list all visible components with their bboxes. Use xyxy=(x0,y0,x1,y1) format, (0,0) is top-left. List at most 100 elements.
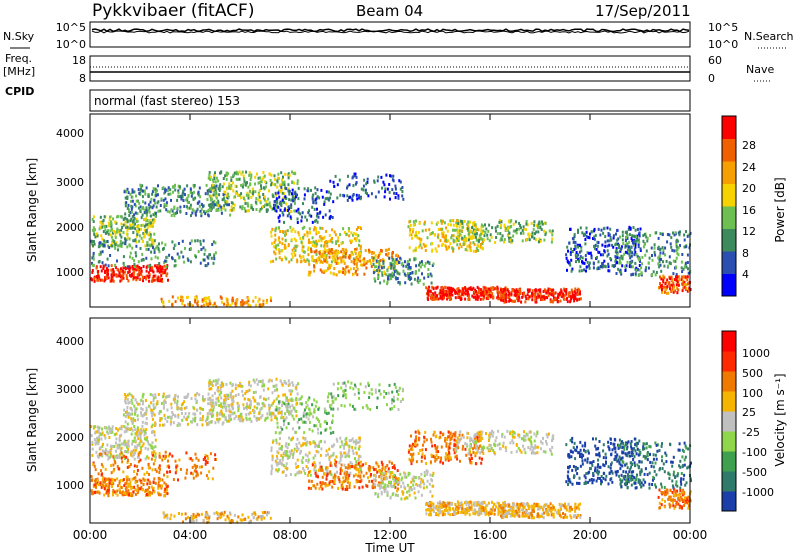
range-gate-cell xyxy=(603,260,605,263)
nsky-label: N.Sky xyxy=(3,30,35,43)
range-gate-cell xyxy=(622,234,624,237)
range-gate-cell xyxy=(274,241,276,244)
range-gate-cell xyxy=(174,401,176,404)
range-gate-cell xyxy=(371,192,373,195)
range-gate-cell xyxy=(489,239,491,242)
range-gate-cell xyxy=(469,221,471,224)
range-gate-cell xyxy=(128,204,130,207)
range-gate-cell xyxy=(284,195,286,198)
range-gate-cell xyxy=(121,460,123,463)
range-gate-cell xyxy=(237,515,239,518)
range-gate-cell xyxy=(103,230,105,233)
range-gate-cell xyxy=(128,214,130,217)
range-gate-cell xyxy=(196,472,198,475)
range-gate-cell xyxy=(463,242,465,245)
range-gate-cell xyxy=(461,297,463,300)
range-gate-cell xyxy=(638,238,640,241)
range-gate-cell xyxy=(210,195,212,198)
range-gate-cell xyxy=(120,267,122,270)
range-gate-cell xyxy=(94,235,96,238)
range-gate-cell xyxy=(483,239,485,242)
range-gate-cell xyxy=(440,219,442,222)
range-gate-cell xyxy=(176,404,178,407)
range-gate-cell xyxy=(457,222,459,225)
range-gate-cell xyxy=(212,467,214,470)
range-gate-cell xyxy=(157,270,159,273)
range-gate-cell xyxy=(130,219,132,222)
range-gate-cell xyxy=(287,209,289,212)
range-gate-cell xyxy=(664,288,666,291)
range-gate-cell xyxy=(136,200,138,203)
range-gate-cell xyxy=(290,203,292,206)
range-gate-cell xyxy=(162,395,164,398)
range-gate-cell xyxy=(159,265,161,268)
freq-tick-bottom: 8 xyxy=(79,72,86,85)
range-gate-cell xyxy=(190,472,192,475)
range-gate-cell xyxy=(607,239,609,242)
range-gate-cell xyxy=(117,428,119,431)
range-gate-cell xyxy=(178,512,180,515)
range-gate-cell xyxy=(160,418,162,421)
range-gate-cell xyxy=(166,514,168,517)
nsky-trace xyxy=(92,29,689,32)
range-gate-cell xyxy=(365,191,367,194)
range-gate-cell xyxy=(260,515,262,518)
range-gate-cell xyxy=(169,211,171,214)
range-gate-cell xyxy=(275,246,277,249)
range-gate-cell xyxy=(217,209,219,212)
range-gate-cell xyxy=(633,226,635,229)
range-gate-cell xyxy=(196,519,198,522)
range-gate-cell xyxy=(295,386,297,389)
range-gate-cell xyxy=(275,192,277,195)
range-gate-cell xyxy=(310,241,312,244)
range-gate-cell xyxy=(239,418,241,421)
range-gate-cell xyxy=(229,209,231,212)
range-gate-cell xyxy=(359,260,361,263)
range-gate-cell xyxy=(105,264,107,267)
range-gate-cell xyxy=(640,228,642,231)
range-gate-cell xyxy=(632,265,634,268)
range-gate-cell xyxy=(186,205,188,208)
range-gate-cell xyxy=(582,256,584,259)
range-gate-cell xyxy=(395,192,397,195)
range-gate-cell xyxy=(153,399,155,402)
range-gate-cell xyxy=(253,512,255,515)
range-gate-cell xyxy=(213,405,215,408)
range-gate-cell xyxy=(495,230,497,233)
range-gate-cell xyxy=(600,265,602,268)
range-gate-cell xyxy=(307,253,309,256)
range-gate-cell xyxy=(620,255,622,258)
range-gate-cell xyxy=(144,218,146,221)
range-gate-cell xyxy=(205,264,207,267)
range-gate-cell xyxy=(235,192,237,195)
range-gate-cell xyxy=(610,239,612,242)
range-gate-cell xyxy=(448,245,450,248)
range-gate-cell xyxy=(431,221,433,224)
range-gate-cell xyxy=(161,478,163,481)
range-gate-cell xyxy=(111,428,113,431)
range-gate-cell xyxy=(340,270,342,273)
range-gate-cell xyxy=(280,186,282,189)
range-gate-cell xyxy=(254,183,256,186)
range-gate-cell xyxy=(142,402,144,405)
range-gate-cell xyxy=(513,300,515,303)
range-gate-cell xyxy=(449,242,451,245)
range-gate-cell xyxy=(146,439,148,442)
range-gate-cell xyxy=(174,189,176,192)
range-gate-cell xyxy=(289,226,291,229)
range-gate-cell xyxy=(308,209,310,212)
range-gate-cell xyxy=(169,517,171,520)
range-gate-cell xyxy=(288,198,290,201)
range-gate-cell xyxy=(322,261,324,264)
range-gate-cell xyxy=(285,257,287,260)
range-gate-cell xyxy=(151,451,153,454)
range-gate-cell xyxy=(508,232,510,235)
range-gate-cell xyxy=(291,192,293,195)
range-gate-cell xyxy=(128,478,130,481)
range-gate-cell xyxy=(107,432,109,435)
range-gate-cell xyxy=(296,259,298,262)
range-gate-cell xyxy=(395,269,397,272)
range-gate-cell xyxy=(661,284,663,287)
range-gate-cell xyxy=(634,235,636,238)
range-gate-cell xyxy=(604,245,606,248)
